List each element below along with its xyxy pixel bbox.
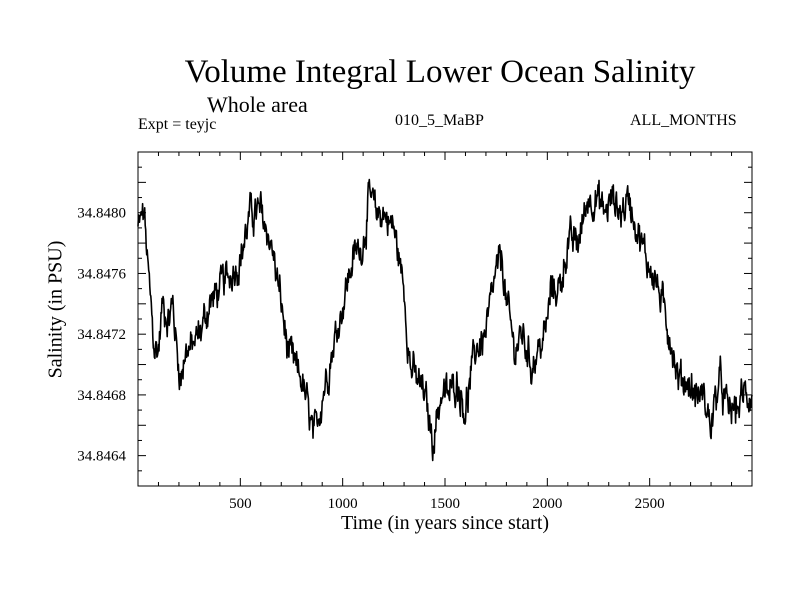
chart-subtitle: Whole area xyxy=(207,92,308,117)
y-tick-label: 34.8468 xyxy=(77,388,126,404)
plot-frame xyxy=(137,151,753,487)
x-tick-label: 1500 xyxy=(430,496,460,512)
tick-labels: 500 1000 1500 2000 2500 34.8464 34.8468 34.8472… xyxy=(77,206,664,512)
experiment-label: Expt = teyjc xyxy=(138,116,217,133)
x-axis-label: Time (in years since start) xyxy=(340,512,550,534)
x-tick-label: 1000 xyxy=(328,496,358,512)
x-tick-label: 500 xyxy=(229,496,252,512)
run-label: 010_5_MaBP xyxy=(395,112,484,129)
x-tick-label: 2500 xyxy=(635,496,665,512)
series-line xyxy=(137,178,753,462)
x-tick-label: 2000 xyxy=(532,496,562,512)
y-tick-label: 34.8464 xyxy=(77,449,126,465)
tick-marks xyxy=(138,152,752,486)
y-tick-label: 34.8480 xyxy=(77,206,126,222)
chart-title: Volume Integral Lower Ocean Salinity xyxy=(184,54,696,90)
y-tick-label: 34.8472 xyxy=(77,327,126,343)
y-tick-label: 34.8476 xyxy=(77,266,126,282)
months-label: ALL_MONTHS xyxy=(630,112,737,129)
series-layer xyxy=(137,178,753,462)
